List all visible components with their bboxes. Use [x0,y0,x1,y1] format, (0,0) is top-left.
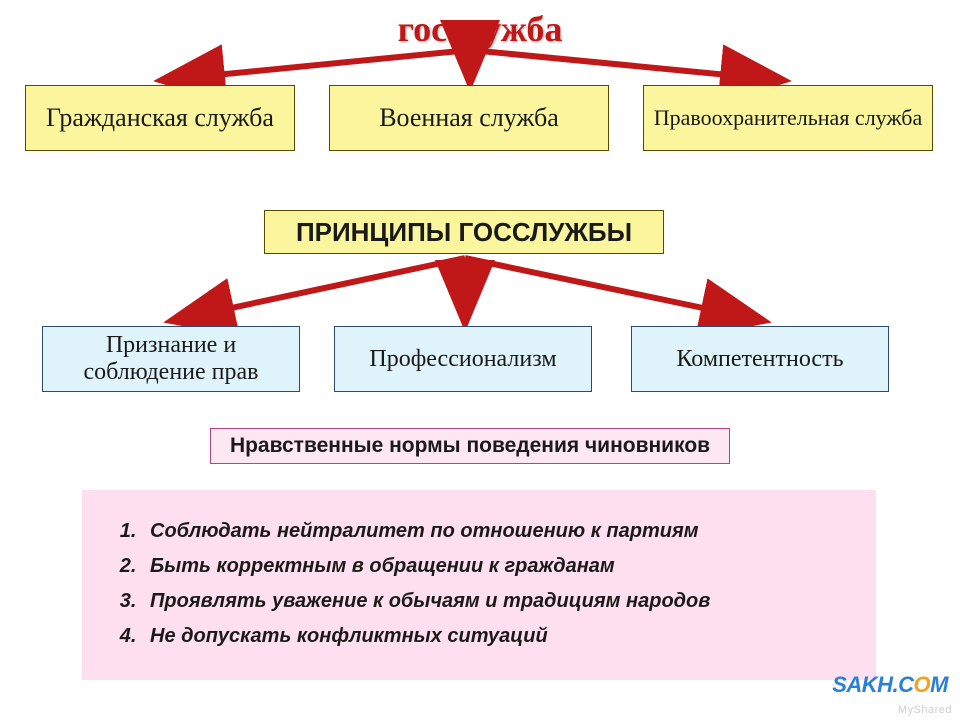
norms-item: Соблюдать нейтралитет по отношению к пар… [142,520,854,543]
norms-item: Быть корректным в обращении к гражданам [142,555,854,578]
watermark-text: MyShared [898,704,952,716]
arrows-top [165,50,780,80]
service-box-law-enforcement: Правоохранительная служба [643,85,933,151]
norms-list: Соблюдать нейтралитет по отношению к пар… [122,520,854,648]
page-title: госслужба [398,8,563,50]
norms-item: Не допускать конфликтных ситуаций [142,625,854,648]
principle-box-rights: Признание и соблюдение прав [42,326,300,392]
logo-dot: O [914,672,931,697]
norms-list-block: Соблюдать нейтралитет по отношению к пар… [82,490,876,680]
principles-title: ПРИНЦИПЫ ГОССЛУЖБЫ [264,210,664,254]
service-box-military: Военная служба [329,85,609,151]
principle-box-professionalism: Профессионализм [334,326,592,392]
logo-part2: M [930,672,948,697]
service-box-civil: Гражданская служба [25,85,295,151]
principle-box-competence: Компетентность [631,326,889,392]
logo-part1: SAKH.C [832,672,913,697]
sakh-logo: SAKH.COM [832,672,948,698]
norms-item: Проявлять уважение к обычаям и традициям… [142,590,854,613]
arrows-mid [175,258,760,320]
norms-title: Нравственные нормы поведения чиновников [210,428,730,464]
